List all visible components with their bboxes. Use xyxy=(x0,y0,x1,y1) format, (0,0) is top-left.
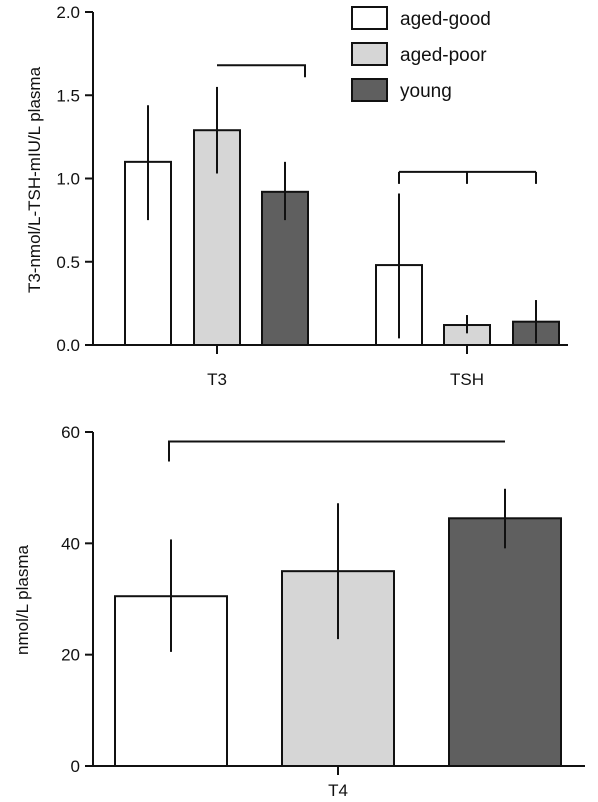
thyroid-t4-chart: nmol/L plasma 0 20 40 60 T4 xyxy=(13,423,585,800)
significance-bracket-t3 xyxy=(217,64,306,78)
y-tick-label: 60 xyxy=(61,423,80,442)
legend-item-young: young xyxy=(351,78,452,102)
y-tick-label: 40 xyxy=(61,534,80,553)
x-category-label: T4 xyxy=(328,781,348,800)
y-tick-label: 0.5 xyxy=(56,253,80,272)
legend-swatch xyxy=(351,78,388,102)
significance-brackets xyxy=(217,64,537,184)
legend-item-aged-poor: aged-poor xyxy=(351,42,487,66)
bars xyxy=(124,86,560,347)
x-category-label: T3 xyxy=(207,370,227,389)
y-tick-label: 0.0 xyxy=(56,336,80,355)
legend-label: aged-good xyxy=(400,9,491,30)
legend-swatch xyxy=(351,42,388,66)
y-tick-label: 2.0 xyxy=(56,3,80,22)
significance-bracket-tsh xyxy=(398,170,537,184)
y-tick-label: 1.5 xyxy=(56,86,80,105)
significance-bracket-t4 xyxy=(168,440,505,462)
bar-young-t4 xyxy=(448,517,562,767)
axes: 0.0 0.5 1.0 1.5 2.0 T3 TSH xyxy=(56,3,568,389)
y-axis-title: T3-nmol/L-TSH-mIU/L plasma xyxy=(25,66,44,293)
significance-brackets xyxy=(168,440,505,462)
x-category-label: TSH xyxy=(450,370,484,389)
y-tick-label: 0 xyxy=(71,757,80,776)
bars xyxy=(114,488,562,768)
y-tick-label: 20 xyxy=(61,646,80,665)
legend: aged-good aged-poor young xyxy=(351,6,491,102)
legend-item-aged-good: aged-good xyxy=(351,6,491,30)
thyroid-t3-tsh-chart: T3-nmol/L-TSH-mIU/L plasma 0.0 0.5 1.0 1.5 2… xyxy=(25,3,568,389)
y-tick-label: 1.0 xyxy=(56,170,80,189)
legend-swatch xyxy=(351,6,388,30)
y-axis-title: nmol/L plasma xyxy=(13,544,32,654)
legend-label: aged-poor xyxy=(400,45,487,66)
legend-label: young xyxy=(400,81,452,102)
